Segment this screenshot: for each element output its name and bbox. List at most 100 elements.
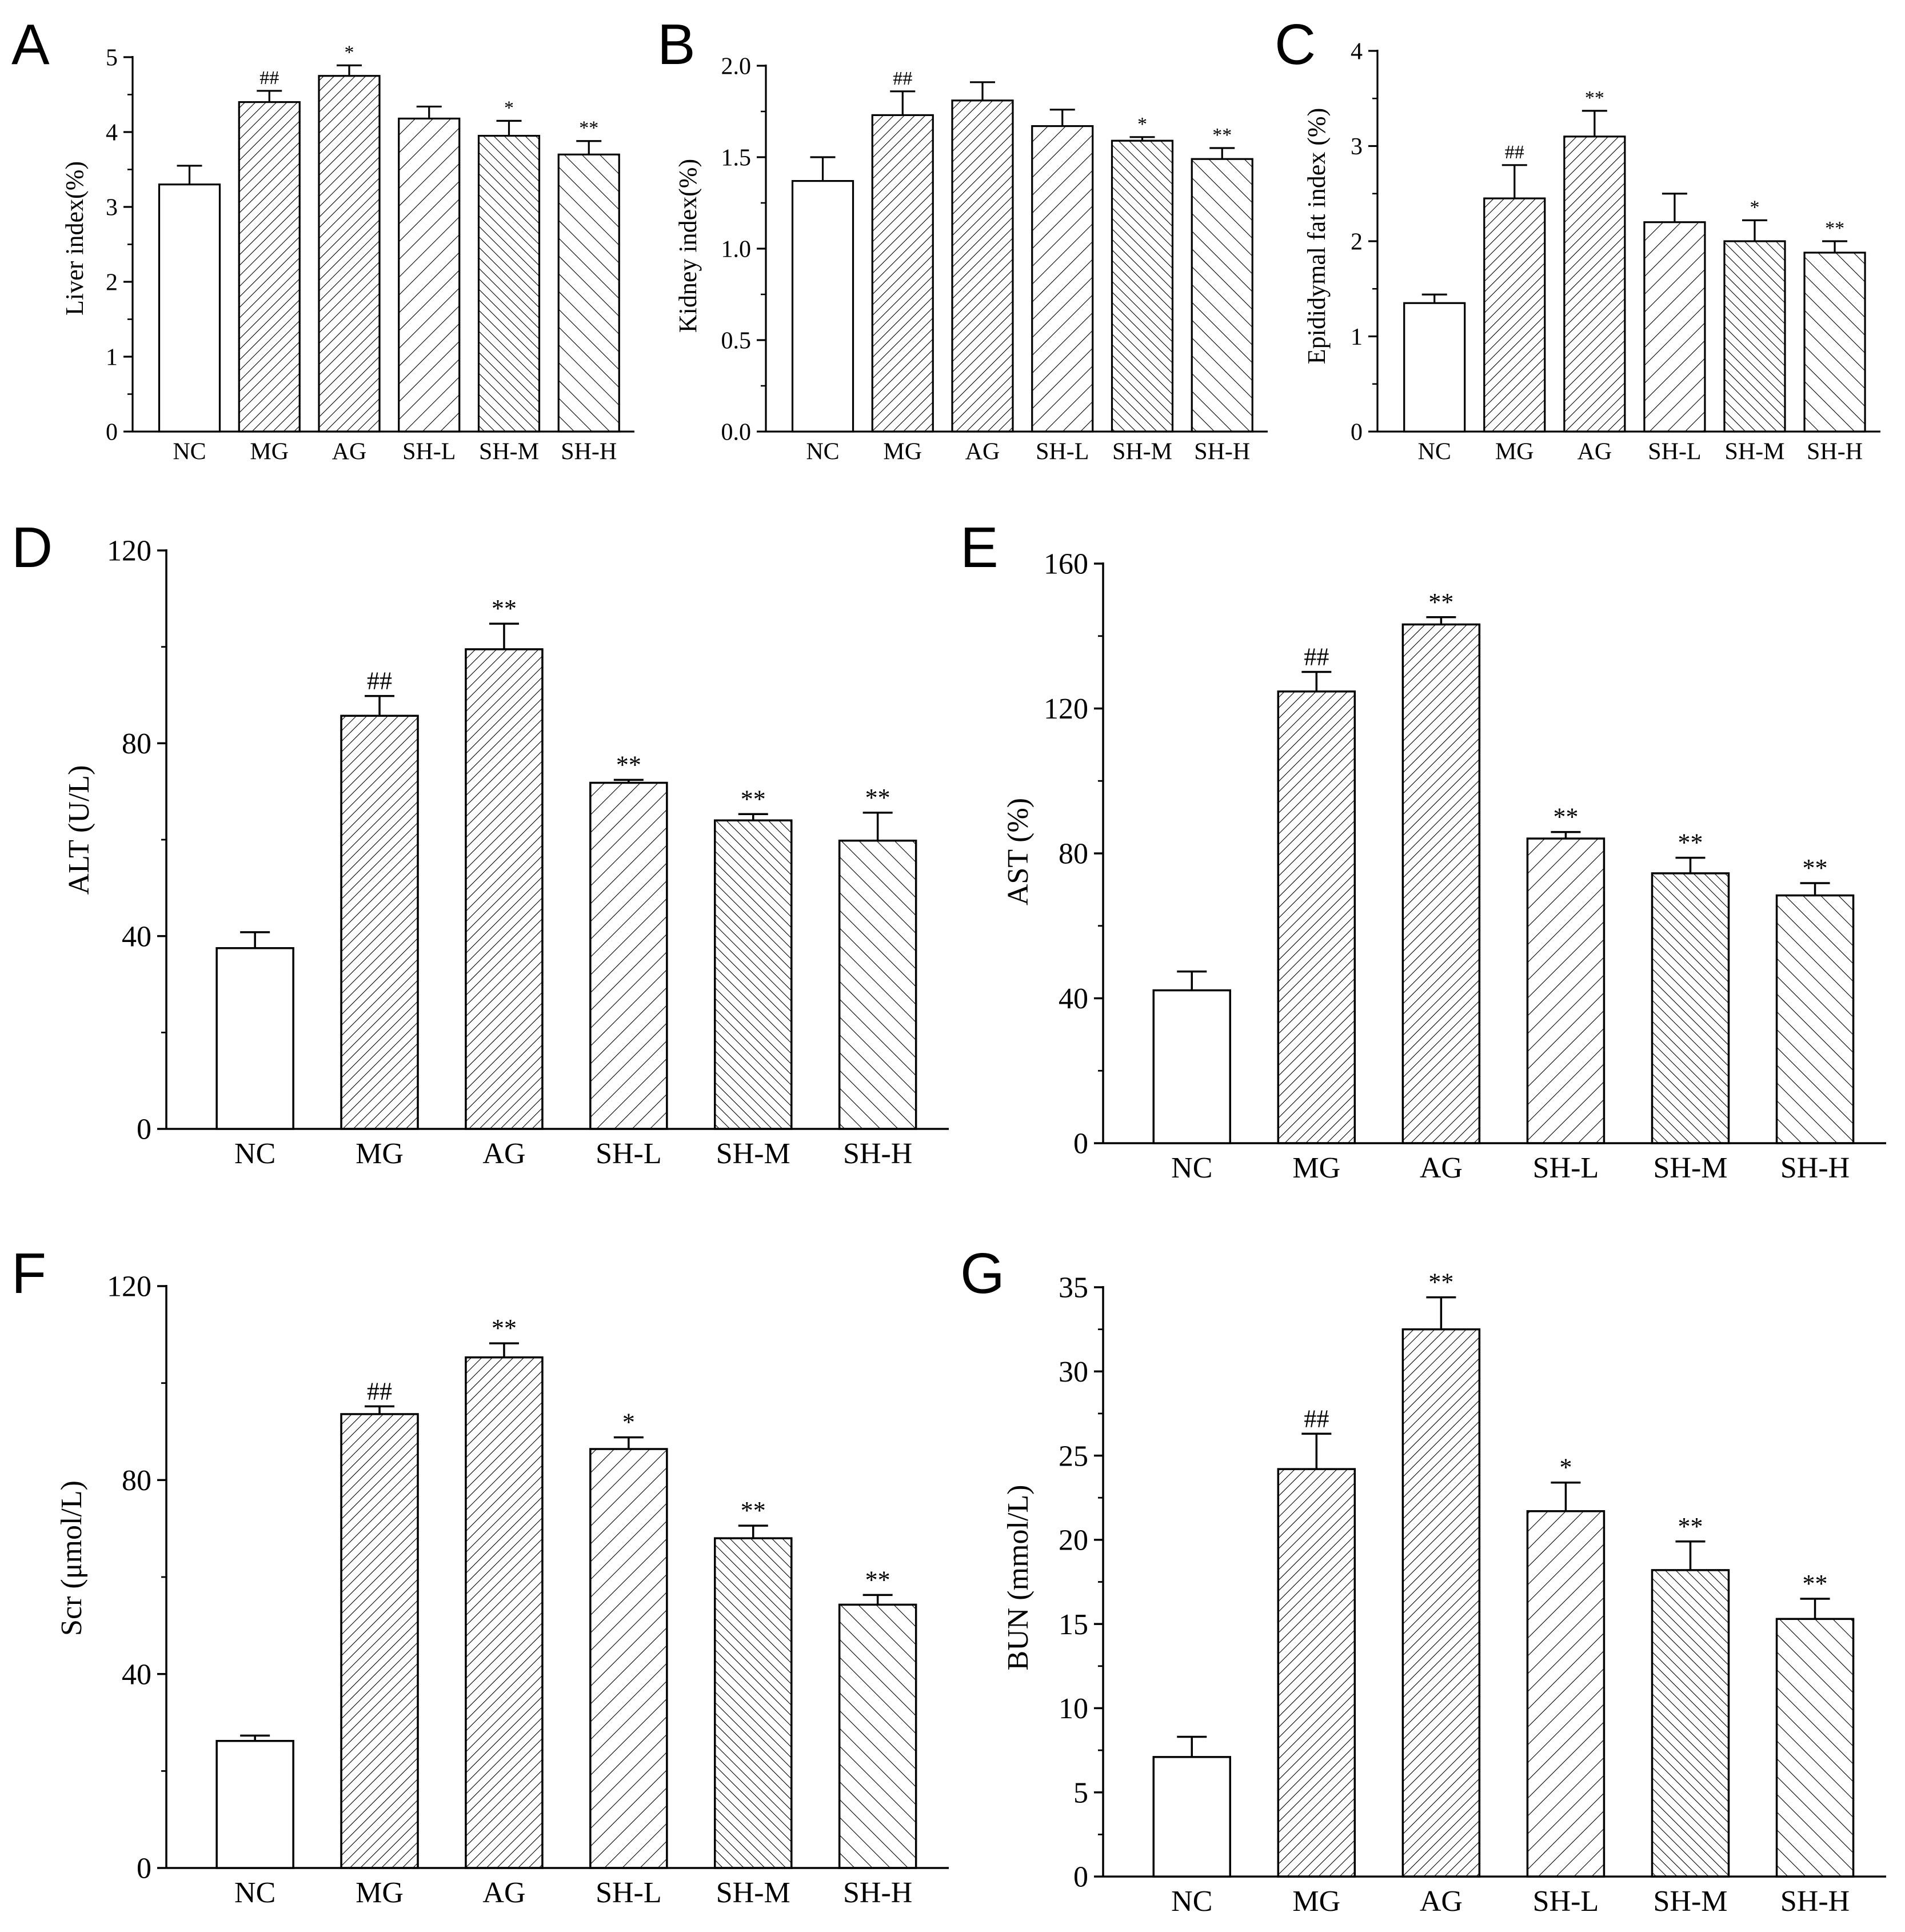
bar xyxy=(1152,989,1232,1144)
panel-letter: D xyxy=(11,516,53,580)
bar xyxy=(465,648,544,1130)
significance-label: ** xyxy=(1428,588,1453,616)
bar xyxy=(238,101,301,433)
x-tick-label: NC xyxy=(234,1137,275,1170)
x-tick-label: NC xyxy=(234,1877,275,1909)
y-tick-label: 120 xyxy=(107,535,151,568)
y-tick-label: 25 xyxy=(1059,1440,1088,1472)
x-tick-label: AG xyxy=(482,1137,525,1170)
y-tick-label: 2.0 xyxy=(721,53,752,79)
significance-label: ** xyxy=(1585,87,1604,109)
significance-label: * xyxy=(1559,1454,1572,1482)
x-tick-label: SH-H xyxy=(843,1877,912,1909)
x-tick-label: MG xyxy=(1292,1152,1340,1184)
significance-label: ** xyxy=(1678,829,1703,857)
plot-area: 0 1 2 3 4 5 NC ## MG * AG SH-L * SH-M ** SH-H xyxy=(106,42,634,465)
bar xyxy=(838,839,917,1130)
significance-label: ## xyxy=(367,1377,392,1405)
y-tick-label: 40 xyxy=(122,1658,151,1691)
bar xyxy=(465,1356,544,1869)
x-tick-label: NC xyxy=(1171,1152,1212,1184)
y-tick-label: 3 xyxy=(1351,134,1363,160)
y-tick-label: 2 xyxy=(106,269,118,296)
x-tick-label: SH-L xyxy=(402,438,456,465)
significance-label: * xyxy=(504,97,514,118)
y-tick-label: 0 xyxy=(1351,419,1363,445)
significance-label: ** xyxy=(865,1566,890,1594)
bar xyxy=(589,781,668,1130)
x-tick-label: SH-M xyxy=(716,1877,790,1909)
panel-letter: C xyxy=(1275,13,1316,77)
y-tick-label: 3 xyxy=(106,194,118,221)
significance-label: * xyxy=(622,1408,635,1436)
bar xyxy=(1111,139,1174,433)
y-tick-label: 0 xyxy=(106,419,118,445)
bar xyxy=(1775,1618,1855,1878)
bar xyxy=(318,75,381,433)
panel-b: B Kidney index(%) 0.0 0.5 1.0 1.5 2.0 NC ## MG A… xyxy=(657,13,1268,465)
bar xyxy=(1775,894,1855,1144)
bar xyxy=(215,1739,294,1869)
x-tick-label: AG xyxy=(965,438,1000,465)
bar xyxy=(1563,135,1626,433)
y-tick-label: 0.5 xyxy=(721,328,752,354)
x-tick-label: SH-H xyxy=(1807,438,1863,465)
y-axis-title: Epididymal fat index (%) xyxy=(1303,108,1331,364)
bar xyxy=(1723,240,1786,433)
x-tick-label: SH-L xyxy=(1648,438,1701,465)
bar xyxy=(714,1537,793,1869)
x-tick-label: AG xyxy=(482,1877,525,1909)
bar xyxy=(791,180,854,433)
x-tick-label: SH-M xyxy=(716,1137,790,1170)
y-tick-label: 5 xyxy=(106,45,118,71)
panel-a: A Liver index(%) 0 1 2 3 4 5 NC ## MG * AG SH-L * SH-… xyxy=(11,13,634,465)
significance-label: ## xyxy=(367,667,392,695)
bar xyxy=(1401,623,1481,1144)
y-axis-title: Scr (μmol/L) xyxy=(55,1480,88,1636)
x-tick-label: MG xyxy=(250,438,289,465)
y-axis-title: Liver index(%) xyxy=(61,161,89,316)
y-tick-label: 0 xyxy=(1073,1861,1088,1894)
y-tick-label: 160 xyxy=(1044,548,1088,581)
x-tick-label: SH-L xyxy=(1533,1152,1599,1184)
significance-label: ** xyxy=(741,1496,766,1524)
significance-label: ## xyxy=(259,67,279,89)
bar xyxy=(1526,1510,1606,1878)
x-tick-label: SH-M xyxy=(1112,438,1172,465)
significance-label: ## xyxy=(1304,1404,1329,1432)
panel-c: C Epididymal fat index (%) 01234NC##MG**… xyxy=(1275,13,1880,465)
bar xyxy=(340,714,419,1130)
y-tick-label: 120 xyxy=(107,1271,151,1303)
x-tick-label: SH-M xyxy=(479,438,539,465)
x-tick-label: NC xyxy=(173,438,206,465)
x-tick-label: MG xyxy=(356,1137,404,1170)
y-tick-label: 1 xyxy=(1351,324,1363,350)
bar xyxy=(1277,690,1356,1144)
significance-label: ** xyxy=(1803,1570,1828,1598)
plot-area: 0 40 80 120 160 NC ## MG ** AG ** SH-L ** SH-M ** SH-H xyxy=(1044,548,1886,1184)
significance-label: * xyxy=(345,42,354,63)
bar xyxy=(340,1413,419,1869)
significance-label: ** xyxy=(741,785,766,813)
plot-area: 0.0 0.5 1.0 1.5 2.0 NC ## MG AG SH-L * SH-M ** SH-H xyxy=(721,53,1268,465)
panel-letter: F xyxy=(11,1242,46,1306)
x-tick-label: MG xyxy=(1292,1885,1340,1918)
significance-label: ** xyxy=(1553,803,1578,831)
significance-label: * xyxy=(1750,197,1760,218)
bar xyxy=(215,947,294,1130)
bar xyxy=(1643,221,1706,433)
x-tick-label: NC xyxy=(1171,1885,1212,1918)
panel-d: D ALT (U/L) 0 40 80 120 NC ## MG ** AG ** SH-L ** SH… xyxy=(11,516,949,1170)
x-tick-label: SH-M xyxy=(1724,438,1784,465)
bar xyxy=(1651,872,1730,1144)
panel-letter: G xyxy=(960,1242,1005,1306)
significance-label: ** xyxy=(616,751,641,779)
y-tick-label: 5 xyxy=(1073,1777,1088,1809)
y-tick-label: 0.0 xyxy=(721,419,752,445)
panel-e: E AST (%) 0 40 80 120 160 NC ## MG ** AG ** SH-L ** S… xyxy=(960,516,1886,1184)
significance-label: ** xyxy=(1803,854,1828,882)
bar xyxy=(398,117,461,433)
bar xyxy=(589,1448,668,1869)
x-tick-label: NC xyxy=(1418,438,1451,465)
